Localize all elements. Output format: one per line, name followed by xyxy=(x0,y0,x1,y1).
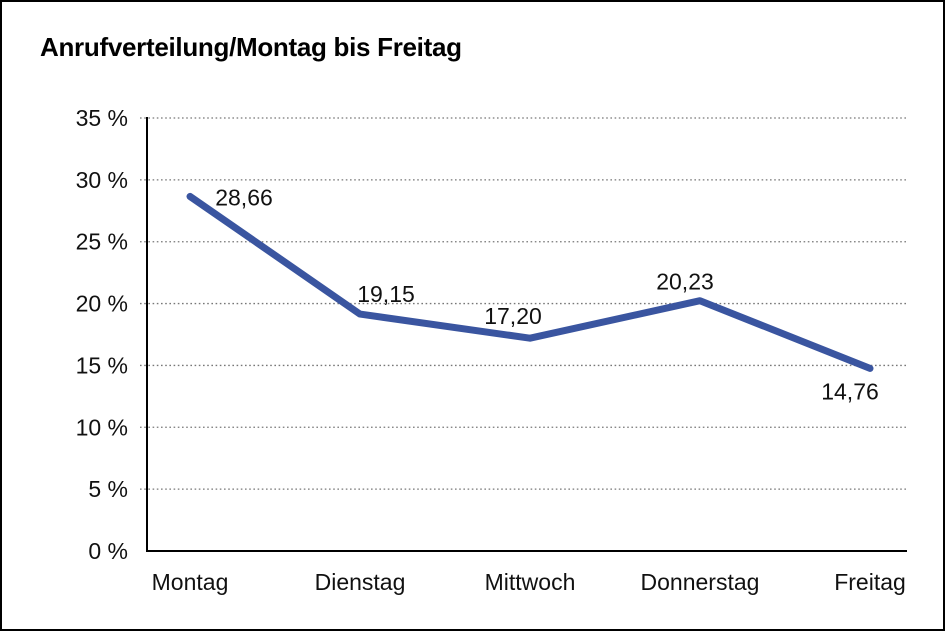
y-tick-label: 35 % xyxy=(76,105,128,131)
y-tick-label: 15 % xyxy=(76,352,128,378)
y-tick-label: 20 % xyxy=(76,291,128,317)
data-point-label: 28,66 xyxy=(215,184,273,210)
x-category-label: Freitag xyxy=(834,569,906,595)
data-point-label: 19,15 xyxy=(357,281,415,307)
chart-title: Anrufverteilung/Montag bis Freitag xyxy=(40,32,462,62)
y-tick-label: 0 % xyxy=(88,538,128,564)
x-category-label: Donnerstag xyxy=(641,569,760,595)
x-category-label: Dienstag xyxy=(315,569,406,595)
y-tick-label: 25 % xyxy=(76,229,128,255)
data-point-label: 20,23 xyxy=(656,269,714,295)
series-line xyxy=(186,192,874,372)
x-category-label: Mittwoch xyxy=(485,569,576,595)
data-point-label: 17,20 xyxy=(484,303,542,329)
data-point-label: 14,76 xyxy=(821,378,879,404)
y-tick-label: 5 % xyxy=(88,476,128,502)
y-tick-label: 10 % xyxy=(76,414,128,440)
y-tick-label: 30 % xyxy=(76,167,128,193)
x-category-label: Montag xyxy=(152,569,229,595)
